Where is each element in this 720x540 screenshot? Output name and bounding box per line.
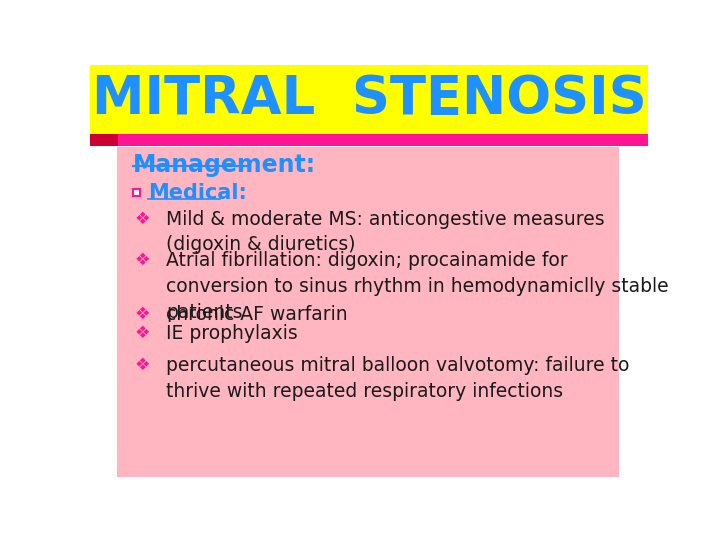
Text: MITRAL  STENOSIS: MITRAL STENOSIS: [91, 73, 647, 125]
Text: Management:: Management:: [132, 153, 316, 177]
Text: Mild & moderate MS: anticongestive measures
(digoxin & diuretics): Mild & moderate MS: anticongestive measu…: [166, 210, 605, 254]
Text: Atrial fibrillation: digoxin; procainamide for
conversion to sinus rhythm in hem: Atrial fibrillation: digoxin; procainami…: [166, 251, 669, 322]
FancyBboxPatch shape: [90, 134, 648, 146]
Text: ❖: ❖: [135, 356, 150, 374]
Text: ❖: ❖: [135, 325, 150, 342]
Text: Medical:: Medical:: [148, 183, 247, 202]
Text: ❖: ❖: [135, 305, 150, 323]
FancyBboxPatch shape: [132, 189, 140, 196]
Text: percutaneous mitral balloon valvotomy: failure to
thrive with repeated respirato: percutaneous mitral balloon valvotomy: f…: [166, 356, 629, 401]
Text: ❖: ❖: [135, 210, 150, 227]
FancyBboxPatch shape: [90, 134, 118, 146]
Text: ❖: ❖: [135, 251, 150, 269]
Text: IE prophylaxis: IE prophylaxis: [166, 325, 297, 343]
FancyBboxPatch shape: [117, 147, 619, 477]
Text: chronic AF warfarin: chronic AF warfarin: [166, 305, 348, 324]
FancyBboxPatch shape: [90, 65, 648, 134]
